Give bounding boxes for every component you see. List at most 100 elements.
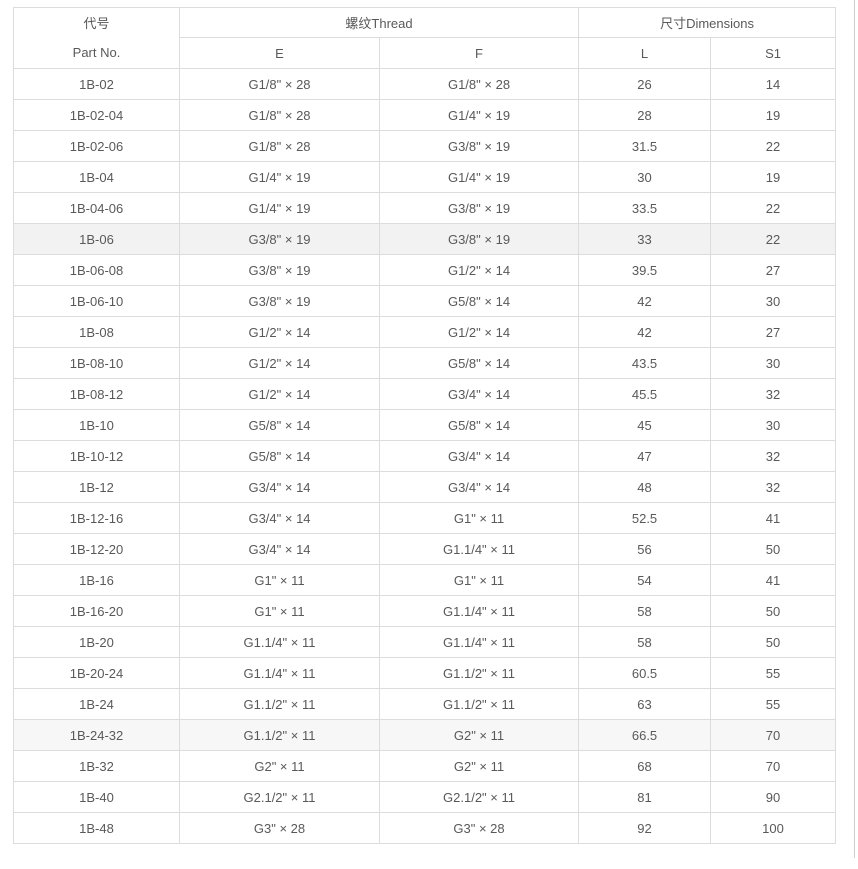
thread-e-cell: G1" × 11 [179,595,380,627]
thread-f-cell: G3/8" × 19 [378,192,580,224]
thread-e-cell: G3" × 28 [179,812,380,844]
table-row: 1B-40 G2.1/2" × 11 G2.1/2" × 11 81 90 [13,781,837,813]
part-no-cell: 1B-40 [13,781,180,813]
table-row: 1B-32 G2" × 11 G2" × 11 68 70 [13,750,837,782]
column-header-e: E [179,37,380,69]
thread-f-cell: G1.1/4" × 11 [378,595,580,627]
table-row: 1B-04 G1/4" × 19 G1/4" × 19 30 19 [13,161,837,193]
dimension-s1-cell: 19 [710,161,837,193]
table-row: 1B-04-06 G1/4" × 19 G3/8" × 19 33.5 22 [13,192,837,224]
part-no-cell: 1B-20-24 [13,657,180,689]
dimension-s1-cell: 32 [710,440,837,472]
part-no-cell: 1B-20 [13,626,180,658]
dimension-s1-cell: 55 [710,688,837,720]
part-no-cell: 1B-02-06 [13,130,180,162]
thread-e-cell: G2" × 11 [179,750,380,782]
table-row: 1B-16-20 G1" × 11 G1.1/4" × 11 58 50 [13,595,837,627]
dimension-l-cell: 30 [578,161,712,193]
column-header-s1: S1 [710,37,837,69]
part-no-cell: 1B-08 [13,316,180,348]
dimension-l-cell: 42 [578,316,712,348]
part-no-cell: 1B-48 [13,812,180,844]
thread-f-cell: G1.1/2" × 11 [378,657,580,689]
thread-f-cell: G5/8" × 14 [378,347,580,379]
part-no-label-en: Part No. [72,45,121,60]
dimension-s1-cell: 27 [710,254,837,286]
dimension-s1-cell: 70 [710,750,837,782]
part-no-cell: 1B-24 [13,688,180,720]
table-row: 1B-08 G1/2" × 14 G1/2" × 14 42 27 [13,316,837,348]
header-group-row: 代号 Part No. 螺纹Thread 尺寸Dimensions [13,7,837,69]
thread-f-cell: G5/8" × 14 [378,285,580,317]
table-row: 1B-02-06 G1/8" × 28 G3/8" × 19 31.5 22 [13,130,837,162]
dimension-s1-cell: 70 [710,719,837,751]
dimension-l-cell: 54 [578,564,712,596]
thread-f-cell: G3/8" × 19 [378,130,580,162]
dimension-s1-cell: 30 [710,409,837,441]
dimension-s1-cell: 19 [710,99,837,131]
part-no-cell: 1B-06 [13,223,180,255]
part-no-cell: 1B-02-04 [13,99,180,131]
thread-e-cell: G1.1/4" × 11 [179,626,380,658]
thread-e-cell: G1/4" × 19 [179,192,380,224]
part-no-cell: 1B-08-12 [13,378,180,410]
thread-f-cell: G1/8" × 28 [378,68,580,100]
dimension-l-cell: 58 [578,626,712,658]
part-no-cell: 1B-24-32 [13,719,180,751]
part-no-cell: 1B-16 [13,564,180,596]
dimension-s1-cell: 32 [710,378,837,410]
thread-f-cell: G1/4" × 19 [378,161,580,193]
dimension-l-cell: 47 [578,440,712,472]
dimension-s1-cell: 100 [710,812,837,844]
thread-e-cell: G1.1/4" × 11 [179,657,380,689]
thread-f-cell: G2" × 11 [378,750,580,782]
dimension-l-cell: 52.5 [578,502,712,534]
table-row: 1B-12-16 G3/4" × 14 G1" × 11 52.5 41 [13,502,837,534]
table-row: 1B-12-20 G3/4" × 14 G1.1/4" × 11 56 50 [13,533,837,565]
thread-f-cell: G1.1/4" × 11 [378,533,580,565]
table-header: 代号 Part No. 螺纹Thread 尺寸Dimensions E F L … [13,7,837,69]
dimension-l-cell: 66.5 [578,719,712,751]
part-no-cell: 1B-10 [13,409,180,441]
table-row: 1B-10-12 G5/8" × 14 G3/4" × 14 47 32 [13,440,837,472]
part-no-cell: 1B-12-16 [13,502,180,534]
dimension-l-cell: 39.5 [578,254,712,286]
dimension-l-cell: 33 [578,223,712,255]
thread-f-cell: G5/8" × 14 [378,409,580,441]
dimension-l-cell: 43.5 [578,347,712,379]
dimension-s1-cell: 32 [710,471,837,503]
dimension-s1-cell: 22 [710,130,837,162]
dimension-l-cell: 81 [578,781,712,813]
part-no-cell: 1B-12 [13,471,180,503]
part-no-cell: 1B-04-06 [13,192,180,224]
thread-f-cell: G3/8" × 19 [378,223,580,255]
dimension-l-cell: 31.5 [578,130,712,162]
table-row: 1B-24-32 G1.1/2" × 11 G2" × 11 66.5 70 [13,719,837,751]
table-row: 1B-12 G3/4" × 14 G3/4" × 14 48 32 [13,471,837,503]
part-no-header-cell: 代号 Part No. [13,7,180,69]
dimension-s1-cell: 50 [710,626,837,658]
dimension-l-cell: 45.5 [578,378,712,410]
thread-f-cell: G1/2" × 14 [378,316,580,348]
table-row: 1B-24 G1.1/2" × 11 G1.1/2" × 11 63 55 [13,688,837,720]
thread-e-cell: G5/8" × 14 [179,440,380,472]
thread-e-cell: G2.1/2" × 11 [179,781,380,813]
part-no-cell: 1B-02 [13,68,180,100]
thread-f-cell: G1" × 11 [378,502,580,534]
dimension-l-cell: 45 [578,409,712,441]
thread-e-cell: G1/8" × 28 [179,99,380,131]
dimension-s1-cell: 22 [710,192,837,224]
dimension-l-cell: 60.5 [578,657,712,689]
dimension-s1-cell: 50 [710,533,837,565]
dimension-l-cell: 26 [578,68,712,100]
thread-f-cell: G2.1/2" × 11 [378,781,580,813]
thread-f-cell: G1" × 11 [378,564,580,596]
thread-f-cell: G3/4" × 14 [378,378,580,410]
dimension-l-cell: 63 [578,688,712,720]
dimension-s1-cell: 41 [710,564,837,596]
dimension-l-cell: 42 [578,285,712,317]
thread-e-cell: G5/8" × 14 [179,409,380,441]
thread-f-cell: G1/2" × 14 [378,254,580,286]
part-dimensions-table: 代号 Part No. 螺纹Thread 尺寸Dimensions E F L … [13,7,837,844]
